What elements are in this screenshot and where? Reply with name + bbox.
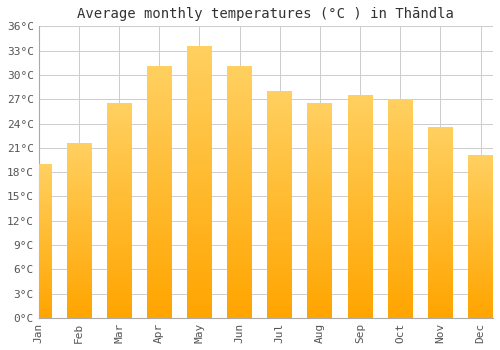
Bar (147, 67, 172, 318)
Bar (268, 91, 292, 318)
Bar (227, 67, 252, 318)
Bar (348, 95, 372, 318)
Bar (26, 164, 52, 318)
Bar (187, 47, 212, 318)
Bar (428, 127, 453, 318)
Bar (468, 156, 493, 318)
Bar (308, 103, 332, 318)
Bar (106, 103, 132, 318)
Bar (388, 99, 412, 318)
Title: Average monthly temperatures (°C ) in Thāndla: Average monthly temperatures (°C ) in Th… (78, 7, 454, 21)
Bar (66, 144, 92, 318)
